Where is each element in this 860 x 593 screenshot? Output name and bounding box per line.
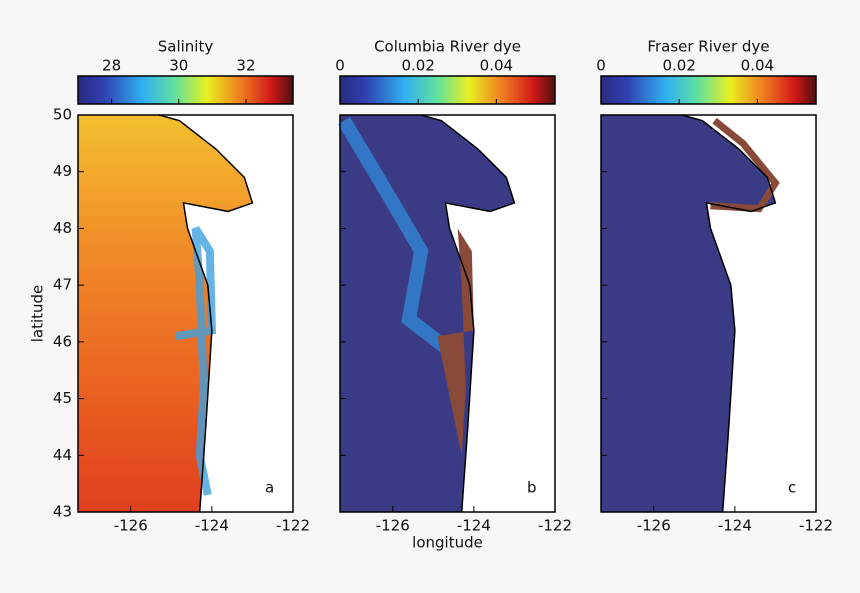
x-tick-label: -122 [799,517,833,535]
x-tick-label: -122 [538,517,572,535]
dye-swirl [338,117,450,354]
y-tick-label: 47 [53,276,72,294]
colorbar-tick-label: 30 [169,57,188,75]
x-tick-label: -126 [376,517,410,535]
coastline [681,114,777,513]
ocean [340,115,515,512]
colorbar [77,75,294,105]
ocean [601,115,776,512]
colorbar-tick-label: 0.02 [401,57,434,75]
colorbar-title: Salinity [158,38,214,56]
colorbar-title: Columbia River dye [374,38,521,56]
x-tick-label: -124 [457,517,491,535]
x-axis-label: longitude [412,534,483,552]
axes-frame [77,114,294,513]
x-tick-label: -124 [718,517,752,535]
x-tick-label: -124 [195,517,229,535]
coastline [158,114,254,513]
coastline [420,114,516,513]
colorbar-title: Fraser River dye [647,38,769,56]
y-tick-label: 46 [53,332,72,350]
x-tick-label: -122 [276,517,310,535]
ocean [78,115,253,512]
dye-strait [710,117,780,213]
y-axis-label: latitude [29,285,47,343]
colorbar [339,75,556,105]
colorbar-tick-label: 28 [102,57,121,75]
colorbar-tick-label: 0 [335,57,345,75]
panel-label: a [265,479,274,497]
y-tick-label: 48 [53,219,72,237]
axes-frame [339,114,556,513]
panel-label: c [788,479,796,497]
colorbar [600,75,817,105]
colorbar-tick-label: 32 [236,57,255,75]
y-tick-label: 45 [53,389,72,407]
x-tick-label: -126 [114,517,148,535]
x-tick-label: -126 [637,517,671,535]
y-tick-label: 49 [53,162,72,180]
colorbar-tick-label: 0.04 [741,57,774,75]
colorbar-tick-label: 0 [596,57,606,75]
dye-plume [437,228,474,495]
panel-label: b [527,479,537,497]
colorbar-tick-label: 0.04 [480,57,513,75]
colorbar-tick-label: 0.02 [662,57,695,75]
axes-frame [600,114,817,513]
y-tick-label: 44 [53,446,72,464]
y-tick-label: 50 [53,106,72,124]
y-tick-label: 43 [53,503,72,521]
